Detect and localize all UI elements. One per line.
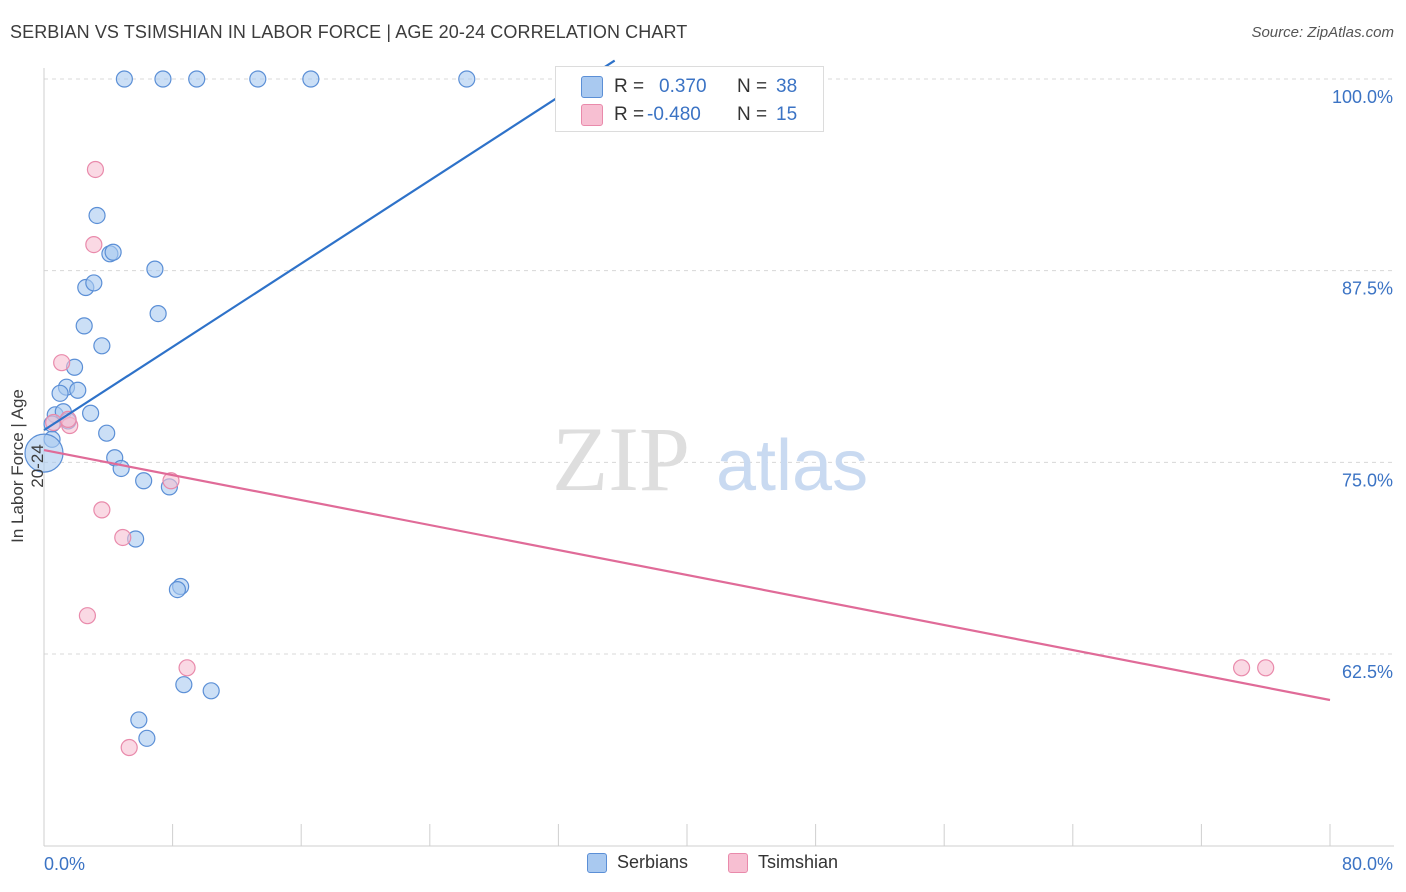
tsimshian-point-9 [78,607,97,625]
serbians-swatch [581,76,603,98]
serbians-point-18 [69,381,87,399]
serbians-point-7 [88,206,106,225]
grid-lines [44,78,1394,655]
serbians-n-value: 38 [776,76,798,97]
serbians-point-3 [249,70,267,88]
serbians-point-2 [188,70,206,88]
tsimshian-r-value: -0.480 [647,104,701,125]
tsimshian-point-6 [162,472,180,490]
tsimshian-point-8 [114,528,132,547]
tsimshian-point-7 [93,501,111,519]
serbians-point-1 [154,70,172,88]
legend-label-serbians: Serbians [617,852,689,872]
serbians-point-9 [104,243,122,261]
y-tick-label-2: 75.0% [1342,470,1393,490]
chart-title: SERBIAN VS TSIMSHIAN IN LABOR FORCE | AG… [10,22,688,42]
bottom-legend: Serbians Tsimshian [0,852,1406,876]
serbians-trend-line [43,59,616,432]
legend-swatch-tsimshian [728,852,748,873]
serbians-point-38 [138,729,156,747]
serbians-r-value: 0.370 [659,76,707,97]
tsimshian-point-11 [1232,659,1251,677]
serbians-r-label: R = [614,76,645,97]
serbians-point-35 [175,676,193,694]
tsimshian-n-label: N = [737,104,768,125]
serbians-point-22 [82,404,100,422]
serbians-point-13 [149,305,167,323]
serbians-point-36 [202,682,220,700]
serbians-point-15 [93,337,111,355]
tsimshian-point-0 [86,160,105,179]
legend-item-serbians[interactable]: Serbians [587,852,688,873]
y-tick-label-0: 100.0% [1332,87,1393,107]
serbians-point-34 [168,580,187,599]
serbians-n-label: N = [737,76,768,97]
tsimshian-point-12 [1257,659,1275,677]
watermark: ZIP atlas [552,408,868,510]
source-credit: Source: ZipAtlas.com [1251,24,1394,41]
tsimshian-r-label: R = [614,104,645,125]
serbians-point-5 [458,70,476,88]
serbians-point-25 [98,424,116,442]
serbians-point-0 [115,70,133,88]
serbians-point-4 [302,70,320,88]
serbians-point-37 [130,711,148,729]
x-tick-label-0: 0.0% [44,854,85,874]
watermark-atlas: atlas [716,426,868,506]
tsimshian-point-10 [178,659,196,677]
serbians-point-10 [146,260,164,278]
serbians-point-14 [75,317,93,335]
legend-label-tsimshian: Tsimshian [758,852,839,872]
y-axis-label: In Labor Force | Age 20-24 [8,389,47,543]
tsimshian-point-13 [120,738,138,757]
x-tick-label-1: 80.0% [1342,854,1393,874]
watermark-zip: ZIP [552,408,690,510]
y-tick-label-3: 62.5% [1342,662,1393,682]
tick-labels: 100.0% 87.5% 75.0% 62.5% 0.0% 80.0% [44,87,1393,874]
stats-row-serbians: R = 0.370 N = 38 [556,72,823,102]
y-tick-label-1: 87.5% [1342,279,1393,299]
trend-lines [43,59,1331,702]
legend-item-tsimshian[interactable]: Tsimshian [728,852,838,873]
stats-row-tsimshian: R = -0.480 N = 15 [556,100,823,130]
tsimshian-point-1 [85,236,103,254]
legend-swatch-serbians [587,852,607,873]
serbians-point-30 [135,472,153,490]
data-points [24,70,1275,757]
stats-legend: R = 0.370 N = 38 R = -0.480 N = 15 [555,66,824,132]
tsimshian-swatch [581,104,603,126]
serbians-point-12 [85,274,103,292]
tsimshian-point-2 [53,354,71,372]
tsimshian-n-value: 15 [776,104,798,125]
serbians-point-19 [51,384,69,402]
tsimshian-trend-line [43,448,1331,702]
